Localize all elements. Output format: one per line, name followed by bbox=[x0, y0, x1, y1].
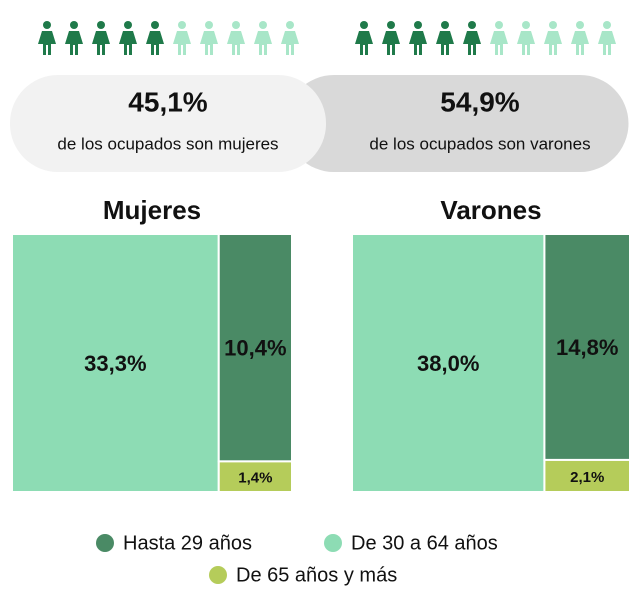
value-label: 10,4% bbox=[224, 336, 286, 361]
legend-swatch bbox=[96, 534, 114, 552]
legend-label: Hasta 29 años bbox=[123, 532, 252, 554]
person-icon-head bbox=[97, 21, 105, 29]
person-icon-head bbox=[468, 21, 476, 29]
person-icon-body bbox=[463, 31, 481, 55]
legend-label: De 30 a 64 años bbox=[351, 532, 498, 554]
chart-title: Varones bbox=[440, 195, 541, 225]
person-icon-head bbox=[576, 21, 584, 29]
person-icon-body bbox=[173, 31, 191, 55]
person-icon-head bbox=[178, 21, 186, 29]
person-icon-head bbox=[360, 21, 368, 29]
pill-left bbox=[10, 75, 326, 172]
treemap-cell bbox=[217, 460, 293, 493]
value-label: 14,8% bbox=[556, 335, 618, 360]
legend-swatch bbox=[209, 566, 227, 584]
person-icon-head bbox=[259, 21, 267, 29]
treemap-cell bbox=[11, 233, 220, 493]
person-icon-head bbox=[286, 21, 294, 29]
treemap-cell bbox=[351, 233, 546, 493]
person-icon-head bbox=[495, 21, 503, 29]
person-icon-body bbox=[146, 31, 164, 55]
person-icon-body bbox=[598, 31, 616, 55]
value-label: 2,1% bbox=[570, 469, 604, 486]
summary-value: 45,1% bbox=[128, 86, 207, 117]
person-icon-body bbox=[38, 31, 56, 55]
summary-text: de los ocupados son mujeres bbox=[57, 134, 278, 153]
person-icon-head bbox=[205, 21, 213, 29]
person-icon-body bbox=[200, 31, 218, 55]
summary-value: 54,9% bbox=[440, 86, 519, 117]
value-label: 38,0% bbox=[417, 351, 479, 376]
person-icon-head bbox=[43, 21, 51, 29]
person-icon-body bbox=[281, 31, 299, 55]
person-icon-body bbox=[382, 31, 400, 55]
person-icon-body bbox=[517, 31, 535, 55]
treemap-cell bbox=[543, 458, 632, 493]
person-icon-body bbox=[227, 31, 245, 55]
person-icon-body bbox=[409, 31, 427, 55]
person-icon-head bbox=[232, 21, 240, 29]
pill-right bbox=[285, 75, 629, 172]
person-icon-head bbox=[414, 21, 422, 29]
person-icon-head bbox=[549, 21, 557, 29]
person-icon-head bbox=[70, 21, 78, 29]
person-icon-body bbox=[355, 31, 373, 55]
summary-text: de los ocupados son varones bbox=[369, 134, 590, 153]
person-icon-body bbox=[65, 31, 83, 55]
person-icon-body bbox=[119, 31, 137, 55]
person-icon-head bbox=[441, 21, 449, 29]
person-icon-head bbox=[603, 21, 611, 29]
person-icon-body bbox=[92, 31, 110, 55]
chart-title: Mujeres bbox=[103, 195, 201, 225]
value-label: 33,3% bbox=[84, 351, 146, 376]
person-icon-body bbox=[544, 31, 562, 55]
person-icon-head bbox=[124, 21, 132, 29]
legend-label: De 65 años y más bbox=[236, 564, 397, 586]
person-icon-head bbox=[387, 21, 395, 29]
legend-swatch bbox=[324, 534, 342, 552]
treemap-cell bbox=[543, 233, 632, 461]
person-icon-body bbox=[571, 31, 589, 55]
person-icon-head bbox=[522, 21, 530, 29]
person-icon-body bbox=[254, 31, 272, 55]
value-label: 1,4% bbox=[238, 470, 272, 487]
person-icon-body bbox=[490, 31, 508, 55]
treemap-cell bbox=[217, 233, 293, 463]
person-icon-head bbox=[151, 21, 159, 29]
person-icon-body bbox=[436, 31, 454, 55]
